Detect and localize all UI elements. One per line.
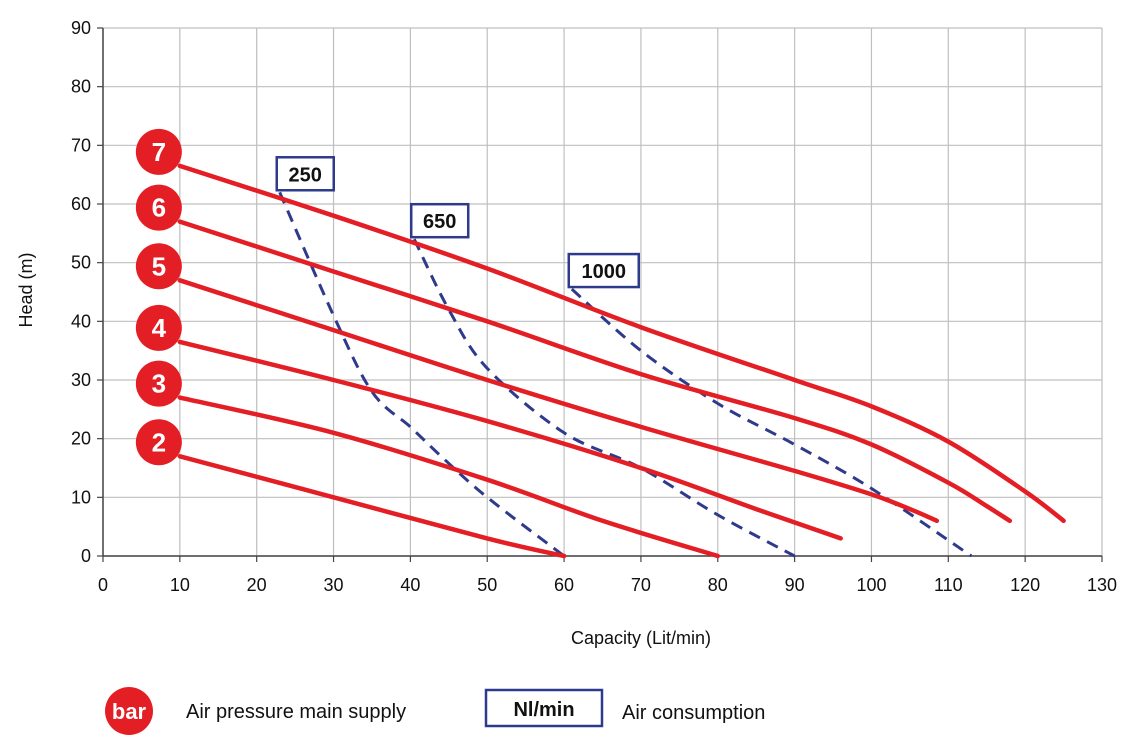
consumption-box-frame bbox=[409, 202, 470, 239]
pressure-badge-4: 4 bbox=[135, 304, 182, 351]
consumption-box-label: 650 bbox=[423, 211, 456, 233]
y-tick-label: 90 bbox=[71, 18, 91, 38]
y-tick-label: 70 bbox=[71, 135, 91, 155]
y-tick-label: 30 bbox=[71, 370, 91, 390]
x-tick-label: 130 bbox=[1087, 575, 1117, 595]
y-tick-label: 20 bbox=[71, 429, 91, 449]
y-tick-labels: 0 10 20 30 40 50 60 70 80 90 bbox=[71, 18, 91, 566]
consumption-curve-650 bbox=[412, 238, 796, 558]
pressure-badge-label: 4 bbox=[152, 313, 167, 343]
x-tick-label: 40 bbox=[400, 575, 420, 595]
consumption-box-250: 250 bbox=[275, 156, 335, 192]
y-tick-label: 10 bbox=[71, 487, 91, 507]
legend-pressure-text: Air pressure main supply bbox=[186, 701, 406, 723]
pressure-badge-label: 6 bbox=[152, 193, 166, 223]
consumption-box-frame bbox=[275, 156, 335, 192]
pressure-badge-icon bbox=[135, 360, 182, 407]
legend-consumption-item: Nl/min Air consumption bbox=[484, 688, 765, 728]
x-tick-label: 60 bbox=[554, 575, 574, 595]
x-tick-label: 100 bbox=[856, 575, 886, 595]
pressure-badge-6: 6 bbox=[135, 184, 182, 231]
air-pressure-curves bbox=[177, 163, 1066, 559]
grid-lines bbox=[102, 27, 1103, 557]
x-tick-label: 120 bbox=[1010, 575, 1040, 595]
y-tick-label: 0 bbox=[81, 546, 91, 566]
x-tick-label: 110 bbox=[934, 575, 963, 595]
pressure-badge-7: 7 bbox=[135, 128, 182, 175]
pressure-badge-label: 3 bbox=[152, 369, 166, 399]
pressure-badges: 7 6 5 4 3 2 bbox=[135, 128, 182, 466]
consumption-box-1000: 1000 bbox=[567, 252, 641, 289]
x-tick-label: 70 bbox=[631, 575, 651, 595]
pressure-badge-icon bbox=[135, 304, 182, 351]
y-tick-label: 50 bbox=[71, 253, 91, 273]
pressure-curve-4 bbox=[177, 339, 843, 541]
pressure-badge-icon bbox=[135, 184, 182, 231]
legend-box-label: Nl/min bbox=[513, 699, 574, 721]
pressure-badge-2: 2 bbox=[135, 419, 182, 466]
legend-badge-label: bar bbox=[112, 699, 147, 724]
legend-consumption-text: Air consumption bbox=[622, 702, 765, 724]
y-tick-label: 60 bbox=[71, 194, 91, 214]
x-tick-label: 20 bbox=[247, 575, 267, 595]
pressure-badge-icon bbox=[135, 419, 182, 466]
legend: bar Air pressure main supply Nl/min Air … bbox=[105, 687, 765, 735]
air-consumption-curves bbox=[278, 191, 973, 558]
x-tick-label: 90 bbox=[785, 575, 805, 595]
x-tick-label: 80 bbox=[708, 575, 728, 595]
legend-badge-icon bbox=[105, 687, 153, 735]
pressure-curve-6 bbox=[177, 219, 1013, 524]
pressure-badge-5: 5 bbox=[135, 243, 182, 290]
y-tick-label: 80 bbox=[71, 77, 91, 97]
pressure-badge-icon bbox=[135, 128, 182, 175]
pressure-badge-label: 2 bbox=[152, 427, 166, 457]
pressure-badge-label: 7 bbox=[152, 137, 166, 167]
x-tick-labels: 0 10 20 30 40 50 60 70 80 90 100 110 120 130 bbox=[98, 575, 1117, 595]
legend-box-icon bbox=[484, 688, 604, 728]
consumption-box-label: 1000 bbox=[582, 261, 627, 283]
pressure-badge-3: 3 bbox=[135, 360, 182, 407]
x-tick-label: 10 bbox=[170, 575, 190, 595]
legend-pressure-item: bar Air pressure main supply bbox=[105, 687, 406, 735]
pressure-curve-2 bbox=[177, 454, 567, 559]
pressure-curve-3 bbox=[177, 395, 721, 559]
axes bbox=[97, 27, 1103, 562]
consumption-box-650: 650 bbox=[409, 202, 470, 239]
y-tick-label: 40 bbox=[71, 311, 91, 331]
x-tick-label: 30 bbox=[324, 575, 344, 595]
pressure-badge-label: 5 bbox=[152, 251, 166, 281]
pressure-curve-5 bbox=[177, 278, 940, 524]
pressure-badge-icon bbox=[135, 243, 182, 290]
consumption-curve-250 bbox=[278, 191, 566, 558]
x-axis-label: Capacity (Lit/min) bbox=[571, 628, 711, 648]
consumption-box-label: 250 bbox=[289, 164, 322, 186]
consumption-box-frame bbox=[567, 252, 641, 289]
y-axis-label: Head (m) bbox=[16, 252, 36, 327]
pressure-curve-7 bbox=[177, 163, 1066, 524]
consumption-boxes: 250 650 1000 bbox=[275, 156, 641, 289]
x-tick-label: 0 bbox=[98, 575, 108, 595]
x-tick-label: 50 bbox=[477, 575, 497, 595]
